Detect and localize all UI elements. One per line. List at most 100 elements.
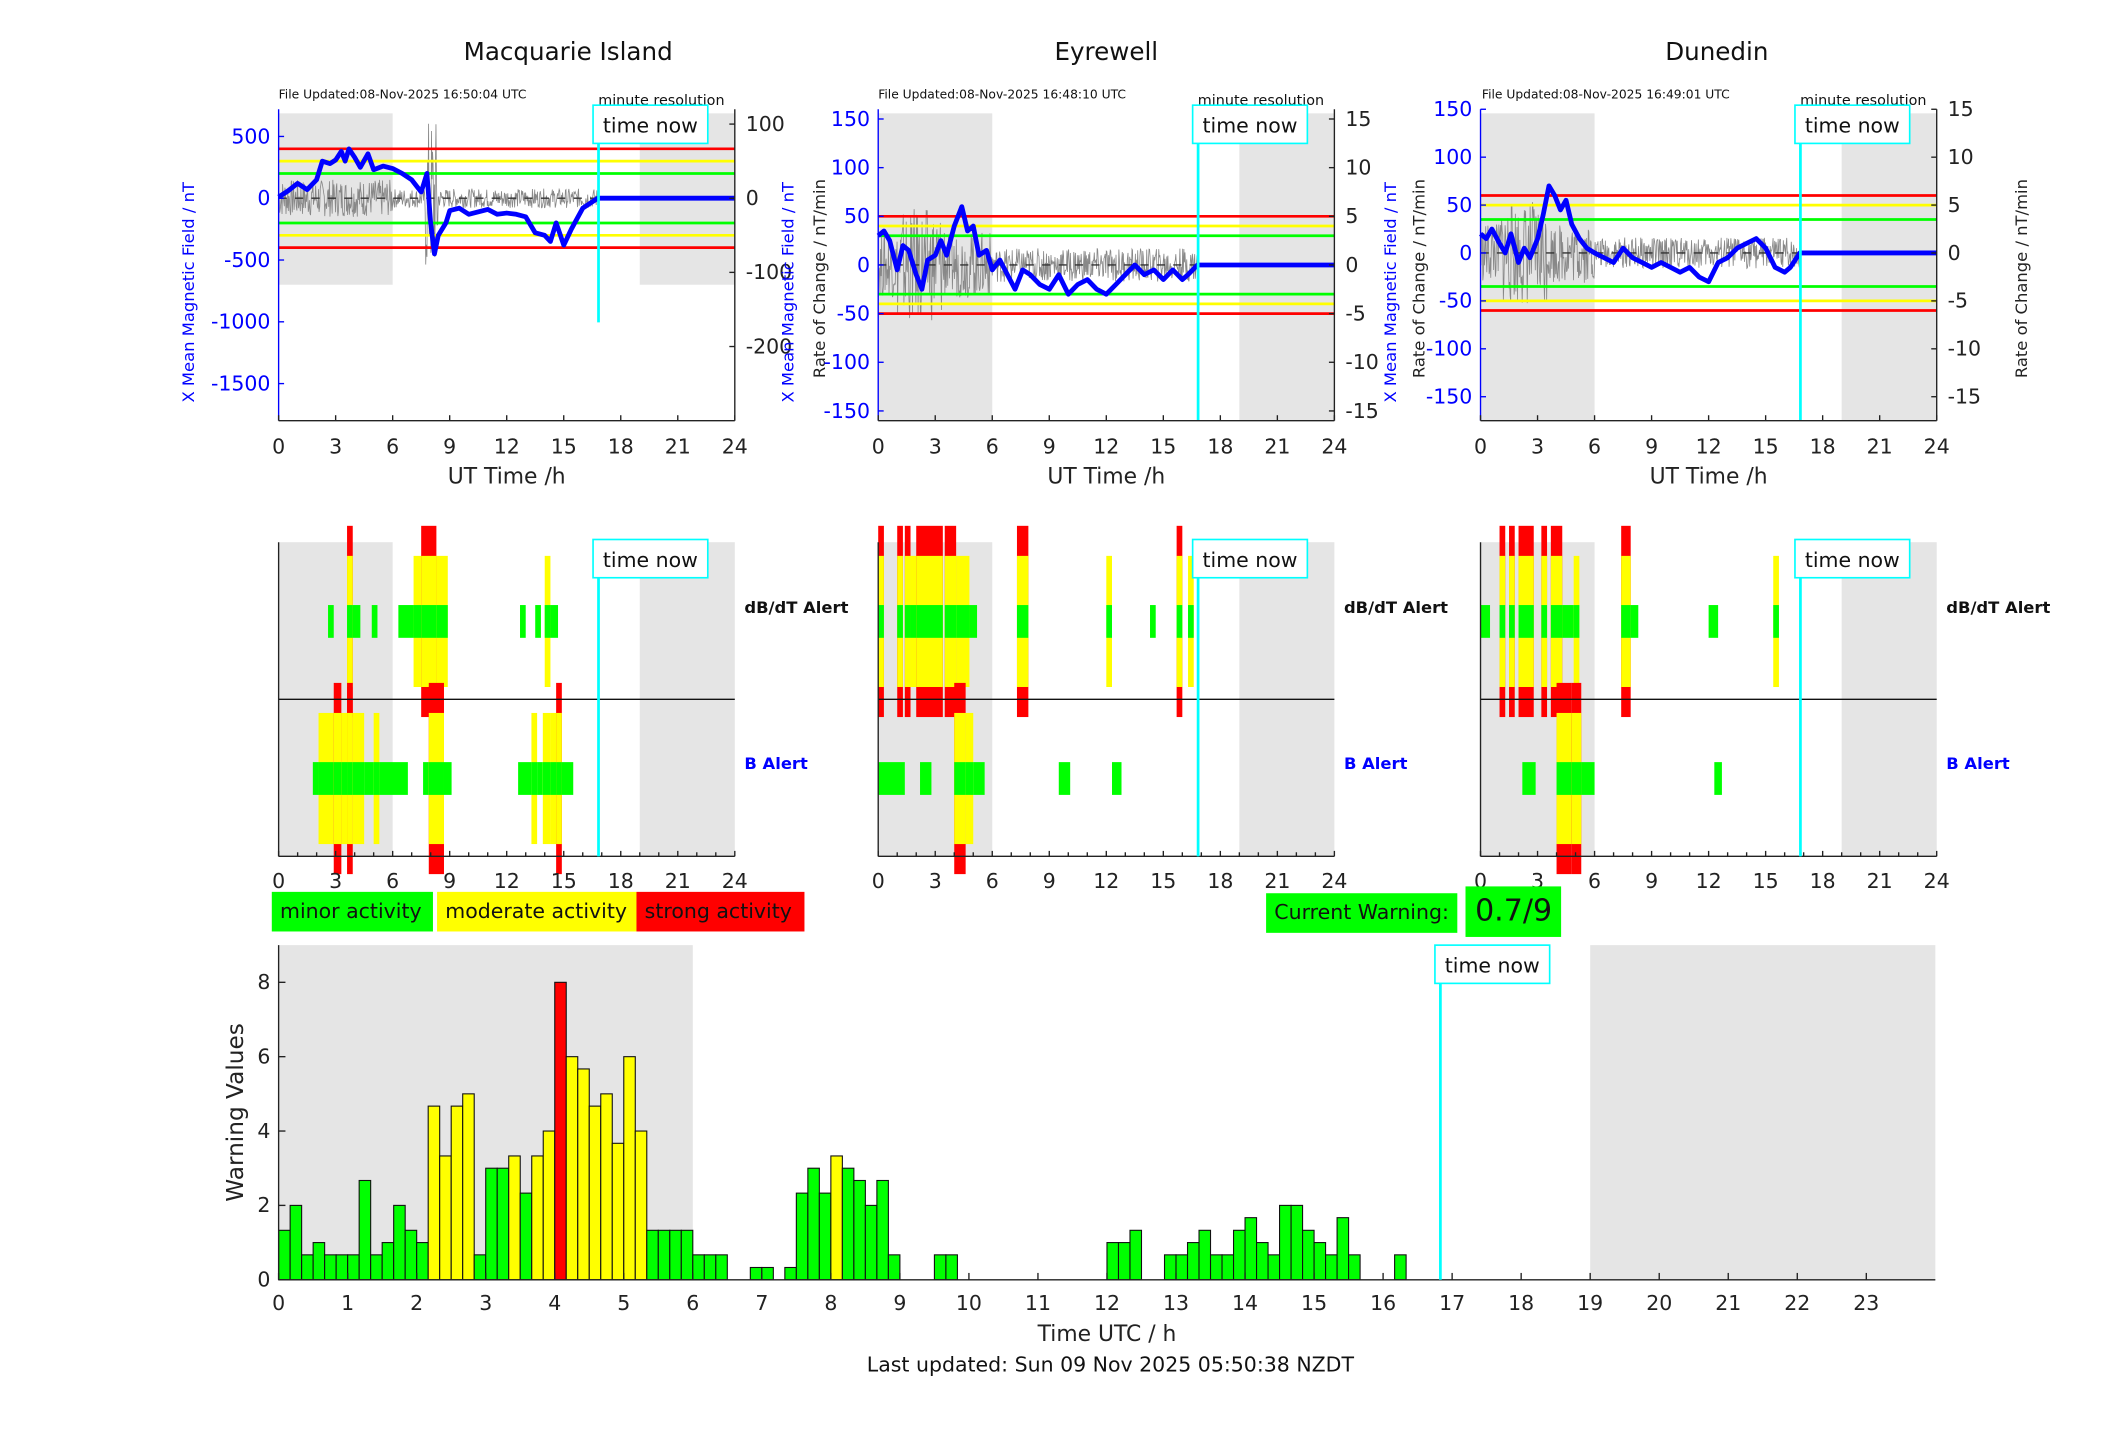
warning-bar	[784, 1266, 797, 1281]
warning-bar	[1175, 1254, 1189, 1281]
warning-bar	[933, 1254, 947, 1281]
right-y-tick-label: -15	[1345, 399, 1378, 423]
b-alert-block-minor	[542, 762, 551, 795]
warning-bar	[749, 1266, 763, 1281]
y-tick-label: 4	[257, 1119, 270, 1143]
b-alert-block-minor	[373, 762, 380, 795]
x-tick-label: 5	[617, 1291, 630, 1315]
dbdt-alert-block-minor	[436, 605, 448, 638]
left-y-axis-label: X Mean Magnetic Field / nT	[179, 181, 198, 403]
left-y-tick-label: 150	[831, 107, 870, 131]
right-y-tick-label: -10	[1948, 337, 1981, 361]
b-alert-block-minor	[1556, 762, 1572, 795]
b-alert-block-minor	[1058, 762, 1071, 795]
time-now-label: time now	[1445, 953, 1540, 977]
x-tick-label: 21	[1715, 1291, 1741, 1315]
alert-x-tick-label: 12	[494, 869, 520, 893]
b-alert-block-minor	[561, 762, 574, 795]
left-y-tick-label: 100	[831, 155, 870, 179]
warning-bar	[669, 1229, 682, 1281]
time-now-box	[1794, 104, 1911, 145]
b-alert-block-minor	[537, 762, 543, 795]
b-alert-block-minor	[920, 762, 932, 795]
dbdt-alert-block-minor	[398, 605, 414, 638]
rate-of-change-trace	[877, 209, 1198, 321]
warning-bar	[1290, 1204, 1304, 1281]
x-tick-label: 8	[824, 1291, 837, 1315]
dbdt-alert-block-minor	[371, 605, 378, 638]
dbdt-alert-block-minor	[1562, 605, 1574, 638]
dbdt-alert-block-minor	[1188, 605, 1194, 638]
right-y-tick-label: -100	[746, 260, 792, 284]
warning-bar	[611, 1142, 625, 1281]
alert-x-tick-label: 21	[1264, 869, 1290, 893]
left-y-tick-label: -1000	[211, 310, 270, 334]
x-tick-label: 1	[341, 1291, 354, 1315]
b-alert-block-minor	[443, 762, 452, 795]
x-tick-label: 3	[329, 434, 342, 458]
alert-x-tick-label: 18	[608, 869, 634, 893]
left-y-tick-label: -1500	[211, 371, 270, 395]
warning-bar	[1209, 1254, 1223, 1281]
magnetic-field-trace	[1478, 183, 1937, 285]
x-tick-label: 0	[1474, 434, 1487, 458]
x-tick-label: 9	[1043, 434, 1056, 458]
warning-bar	[807, 1167, 820, 1281]
dbdt-alert-block-minor	[1106, 605, 1113, 638]
warning-bar	[887, 1254, 901, 1281]
dbdt-alert-block-minor	[1550, 605, 1563, 638]
b-alert-block-minor	[518, 762, 532, 795]
right-y-tick-label: 15	[1345, 107, 1371, 131]
y-tick-label: 2	[257, 1193, 270, 1217]
dbdt-alert-block-minor	[535, 605, 541, 638]
b-alert-label: B Alert	[1946, 754, 2010, 773]
right-y-tick-label: 5	[1345, 204, 1358, 228]
x-tick-label: 20	[1646, 1291, 1672, 1315]
alert-x-tick-label: 21	[1867, 869, 1893, 893]
dbdt-alert-block-minor	[1773, 605, 1779, 638]
dbdt-alert-block-minor	[1509, 605, 1515, 638]
time-now-box	[592, 104, 709, 145]
warning-bar	[1313, 1242, 1327, 1281]
b-alert-block-minor	[1714, 762, 1722, 795]
warning-bar	[1267, 1254, 1281, 1281]
left-y-tick-label: -50	[837, 301, 870, 325]
x-tick-label: 9	[443, 434, 456, 458]
warning-bar	[703, 1254, 717, 1281]
x-tick-label: 6	[986, 434, 999, 458]
left-y-tick-label: 50	[1446, 193, 1472, 217]
warning-bar	[439, 1155, 452, 1281]
x-tick-label: 12	[1094, 1291, 1120, 1315]
x-tick-label: 0	[872, 434, 885, 458]
rate-of-change-trace	[278, 123, 599, 265]
x-tick-label: 15	[1150, 434, 1176, 458]
dbdt-alert-label: dB/dT Alert	[1344, 598, 1448, 617]
warning-bar	[381, 1242, 395, 1281]
right-y-tick-label: -10	[1345, 350, 1378, 374]
alert-x-tick-label: 6	[386, 869, 399, 893]
magnetic-field-trace	[876, 204, 1335, 297]
x-tick-label: 21	[665, 434, 691, 458]
b-alert-block-minor	[531, 762, 538, 795]
x-tick-label: 15	[1301, 1291, 1327, 1315]
night-shading	[1841, 113, 1937, 421]
x-tick-label: 18	[1207, 434, 1233, 458]
warning-bar	[312, 1242, 326, 1281]
y-tick-label: 6	[257, 1045, 270, 1069]
b-alert-block-minor	[1112, 762, 1122, 795]
warning-bar	[531, 1155, 544, 1281]
y-tick-label: 8	[257, 970, 270, 994]
warning-bar	[657, 1229, 671, 1281]
x-axis-label: Time UTC / h	[1037, 1322, 1177, 1347]
right-y-tick-label: -15	[1948, 385, 1981, 409]
warning-bar	[496, 1167, 510, 1281]
right-y-axis-label: Rate of Change / nT/min	[810, 179, 829, 378]
warning-bar	[1106, 1242, 1120, 1281]
y-axis-label: Warning Values	[222, 1023, 249, 1202]
x-tick-label: 6	[686, 1291, 699, 1315]
left-y-tick-label: -150	[824, 399, 870, 423]
left-y-tick-label: 500	[231, 124, 270, 148]
right-y-tick-label: 10	[1948, 145, 1974, 169]
